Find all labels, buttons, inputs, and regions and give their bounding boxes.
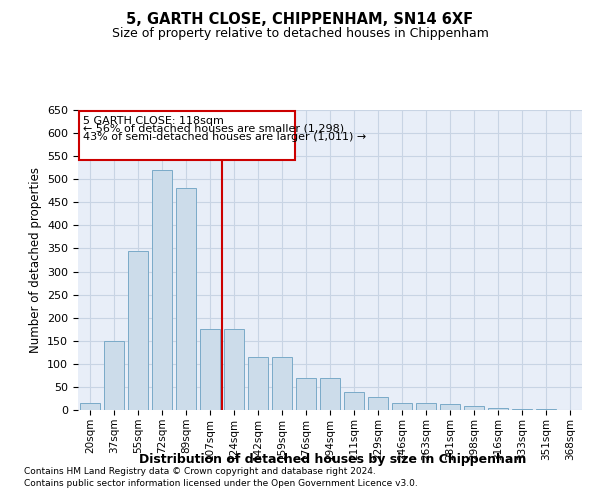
Bar <box>536 409 556 410</box>
Bar <box>392 403 412 410</box>
Text: Distribution of detached houses by size in Chippenham: Distribution of detached houses by size … <box>139 452 527 466</box>
Bar <box>440 404 460 410</box>
Bar <box>176 188 196 410</box>
Text: Contains HM Land Registry data © Crown copyright and database right 2024.: Contains HM Land Registry data © Crown c… <box>24 467 376 476</box>
Text: 5, GARTH CLOSE, CHIPPENHAM, SN14 6XF: 5, GARTH CLOSE, CHIPPENHAM, SN14 6XF <box>127 12 473 28</box>
Bar <box>104 341 124 410</box>
Text: 5 GARTH CLOSE: 118sqm: 5 GARTH CLOSE: 118sqm <box>83 116 224 126</box>
Bar <box>128 251 148 410</box>
Bar <box>296 378 316 410</box>
Text: Contains public sector information licensed under the Open Government Licence v3: Contains public sector information licen… <box>24 478 418 488</box>
Bar <box>152 170 172 410</box>
Bar <box>512 409 532 410</box>
Bar <box>79 111 295 160</box>
Bar <box>488 408 508 410</box>
Bar <box>344 392 364 410</box>
Bar <box>416 403 436 410</box>
Bar <box>224 329 244 410</box>
Bar <box>272 357 292 410</box>
Y-axis label: Number of detached properties: Number of detached properties <box>29 167 41 353</box>
Bar <box>200 329 220 410</box>
Bar <box>320 378 340 410</box>
Bar <box>248 357 268 410</box>
Text: ← 56% of detached houses are smaller (1,298): ← 56% of detached houses are smaller (1,… <box>83 124 344 134</box>
Bar <box>80 403 100 410</box>
Bar <box>464 406 484 410</box>
Bar <box>368 397 388 410</box>
Text: 43% of semi-detached houses are larger (1,011) →: 43% of semi-detached houses are larger (… <box>83 132 366 142</box>
Text: Size of property relative to detached houses in Chippenham: Size of property relative to detached ho… <box>112 28 488 40</box>
